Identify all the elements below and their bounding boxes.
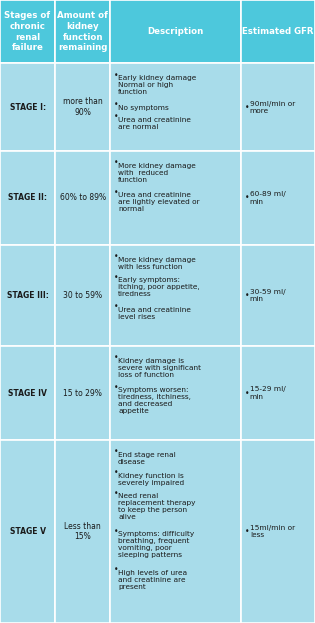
Text: more than
90%: more than 90% bbox=[63, 97, 103, 117]
Text: 90ml/min or
more: 90ml/min or more bbox=[250, 100, 295, 114]
Text: High levels of urea
and creatinine are
present: High levels of urea and creatinine are p… bbox=[118, 569, 187, 590]
Bar bbox=[110, 346, 241, 440]
Bar bbox=[110, 0, 241, 64]
Text: STAGE II:: STAGE II: bbox=[8, 193, 47, 202]
Text: STAGE IV: STAGE IV bbox=[8, 389, 47, 397]
Text: Urea and creatinine
are lightly elevated or
normal: Urea and creatinine are lightly elevated… bbox=[118, 192, 200, 212]
Text: •: • bbox=[113, 353, 118, 363]
Bar bbox=[55, 0, 110, 64]
Bar bbox=[55, 346, 110, 440]
Text: STAGE III:: STAGE III: bbox=[7, 291, 49, 300]
Text: •: • bbox=[113, 252, 118, 261]
Text: •: • bbox=[113, 565, 118, 574]
Bar bbox=[241, 440, 315, 623]
Text: 60% to 89%: 60% to 89% bbox=[60, 193, 106, 202]
Text: •: • bbox=[113, 527, 118, 536]
Text: •: • bbox=[113, 188, 118, 197]
Text: •: • bbox=[113, 158, 118, 167]
Text: Description: Description bbox=[147, 27, 204, 36]
Bar bbox=[241, 245, 315, 346]
Text: •: • bbox=[245, 103, 249, 112]
Text: Amount of
kidney
function
remaining: Amount of kidney function remaining bbox=[57, 11, 108, 52]
Text: •: • bbox=[245, 389, 249, 397]
Text: •: • bbox=[113, 383, 118, 392]
Text: STAGE I:: STAGE I: bbox=[9, 103, 46, 112]
Bar bbox=[55, 245, 110, 346]
Text: 30-59 ml/
min: 30-59 ml/ min bbox=[250, 289, 285, 302]
Text: No symptoms: No symptoms bbox=[118, 105, 169, 111]
Text: More kidney damage
with less function: More kidney damage with less function bbox=[118, 257, 196, 270]
Text: 15ml/min or
less: 15ml/min or less bbox=[250, 525, 295, 538]
Text: End stage renal
disease: End stage renal disease bbox=[118, 452, 176, 465]
Bar bbox=[0, 346, 55, 440]
Bar bbox=[110, 151, 241, 245]
Text: •: • bbox=[113, 100, 118, 109]
Text: Stages of
chronic
renal
failure: Stages of chronic renal failure bbox=[4, 11, 51, 52]
Text: 15 to 29%: 15 to 29% bbox=[63, 389, 102, 397]
Text: •: • bbox=[113, 112, 118, 121]
Bar bbox=[0, 440, 55, 623]
Text: Estimated GFR: Estimated GFR bbox=[242, 27, 314, 36]
Text: •: • bbox=[113, 447, 118, 457]
Text: •: • bbox=[245, 193, 249, 202]
Bar bbox=[241, 151, 315, 245]
Text: 15-29 ml/
min: 15-29 ml/ min bbox=[250, 386, 285, 400]
Bar bbox=[0, 0, 55, 64]
Text: Urea and creatinine
are normal: Urea and creatinine are normal bbox=[118, 117, 191, 130]
Text: •: • bbox=[245, 291, 249, 300]
Text: STAGE V: STAGE V bbox=[9, 527, 46, 536]
Text: More kidney damage
with  reduced
function: More kidney damage with reduced function bbox=[118, 163, 196, 183]
Bar bbox=[241, 0, 315, 64]
Text: •: • bbox=[113, 489, 118, 498]
Text: Urea and creatinine
level rises: Urea and creatinine level rises bbox=[118, 307, 191, 320]
Text: •: • bbox=[245, 527, 249, 536]
Bar bbox=[241, 346, 315, 440]
Bar bbox=[241, 64, 315, 151]
Bar bbox=[0, 245, 55, 346]
Text: Symptoms: difficulty
breathing, frequent
vomiting, poor
sleeping patterns: Symptoms: difficulty breathing, frequent… bbox=[118, 531, 194, 558]
Bar bbox=[0, 151, 55, 245]
Text: Less than
15%: Less than 15% bbox=[64, 521, 101, 541]
Text: Early symptoms:
itching, poor appetite,
tiredness: Early symptoms: itching, poor appetite, … bbox=[118, 277, 200, 297]
Text: Kidney damage is
severe with significant
loss of function: Kidney damage is severe with significant… bbox=[118, 358, 201, 378]
Text: Early kidney damage
Normal or high
function: Early kidney damage Normal or high funct… bbox=[118, 75, 196, 95]
Text: 60-89 ml/
min: 60-89 ml/ min bbox=[250, 191, 285, 204]
Text: Kidney function is
severely impaired: Kidney function is severely impaired bbox=[118, 473, 184, 486]
Text: 30 to 59%: 30 to 59% bbox=[63, 291, 102, 300]
Text: Need renal
replacement therapy
to keep the person
alive: Need renal replacement therapy to keep t… bbox=[118, 493, 196, 520]
Text: •: • bbox=[113, 71, 118, 80]
Text: •: • bbox=[113, 468, 118, 477]
Text: •: • bbox=[113, 302, 118, 312]
Bar bbox=[110, 64, 241, 151]
Text: •: • bbox=[113, 273, 118, 282]
Bar bbox=[110, 245, 241, 346]
Bar bbox=[0, 64, 55, 151]
Text: Symptoms worsen:
tiredness, itchiness,
and decreased
appetite: Symptoms worsen: tiredness, itchiness, a… bbox=[118, 388, 191, 414]
Bar bbox=[55, 151, 110, 245]
Bar bbox=[55, 440, 110, 623]
Bar bbox=[110, 440, 241, 623]
Bar bbox=[55, 64, 110, 151]
